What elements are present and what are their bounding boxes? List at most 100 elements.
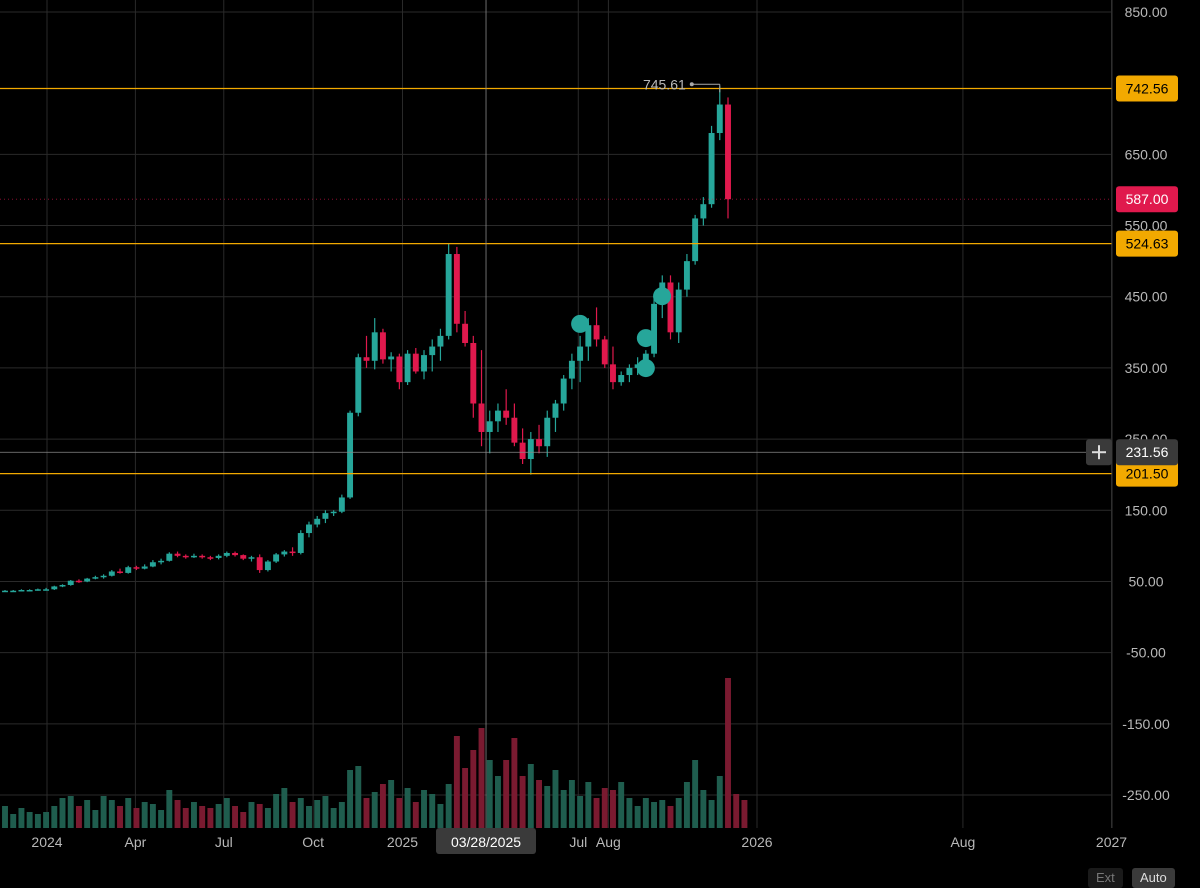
- candle-body: [264, 561, 271, 571]
- candle: [716, 86, 723, 141]
- candle: [149, 560, 156, 568]
- y-tick-label: 550.00: [1125, 218, 1168, 234]
- candle-body: [610, 364, 616, 383]
- volume-bar: [256, 804, 263, 828]
- candle-body: [158, 560, 165, 563]
- current-price-label-text: 587.00: [1126, 191, 1169, 207]
- candle-body: [314, 518, 321, 525]
- volume-bar: [716, 776, 723, 828]
- crosshair-date-text: 03/28/2025: [451, 834, 521, 850]
- candle: [610, 346, 616, 390]
- x-tick-label: Jul: [215, 834, 233, 850]
- volume-bar: [626, 798, 633, 828]
- crosshair-date-label: 03/28/2025: [436, 828, 537, 854]
- candle: [117, 568, 123, 574]
- volume-bar: [478, 728, 485, 828]
- candle-body: [289, 551, 296, 554]
- candle: [141, 564, 148, 570]
- volume-bar: [560, 790, 567, 828]
- volume-bar: [683, 782, 690, 828]
- volume-bar: [207, 808, 214, 828]
- volume-bar: [437, 804, 444, 828]
- candle-body: [642, 353, 649, 365]
- candle-body: [281, 551, 288, 555]
- candle-body: [10, 590, 17, 593]
- volume-bar: [338, 802, 345, 828]
- candle-body: [560, 378, 567, 404]
- candle: [536, 424, 542, 454]
- x-tick-label: Aug: [950, 834, 975, 850]
- crosshair-price-label-text: 231.56: [1126, 444, 1169, 460]
- candle: [100, 574, 107, 579]
- candle-body: [248, 557, 255, 559]
- volume-bar: [51, 806, 58, 828]
- volume-bar: [10, 814, 17, 828]
- volume-bar: [659, 800, 666, 828]
- candle: [281, 550, 288, 557]
- volume-bar: [92, 810, 99, 828]
- candle: [347, 410, 354, 499]
- candle-body: [84, 578, 91, 582]
- add-alert-button[interactable]: [1086, 439, 1112, 466]
- candle: [544, 410, 551, 457]
- candle-body: [133, 567, 140, 569]
- candle-body: [223, 552, 230, 556]
- candle-body: [626, 367, 633, 376]
- candle: [601, 335, 608, 368]
- level-label-text: 524.63: [1126, 236, 1169, 252]
- candle-body: [232, 552, 239, 556]
- x-tick-label: Apr: [124, 834, 146, 850]
- candle-body: [92, 577, 99, 579]
- level-label-text: 201.50: [1126, 466, 1169, 482]
- volume-bar: [700, 790, 707, 828]
- candle: [306, 521, 312, 538]
- candle-body: [338, 497, 345, 512]
- candle-body: [363, 357, 370, 361]
- high-marker-dot: [689, 82, 694, 87]
- candle-body: [601, 339, 608, 365]
- y-tick-label: 850.00: [1125, 4, 1168, 20]
- volume-bar: [577, 796, 584, 828]
- ext-toggle-button[interactable]: Ext: [1088, 868, 1123, 888]
- volume-bar: [585, 782, 592, 828]
- candle: [330, 510, 337, 516]
- volume-bar: [610, 790, 616, 828]
- volume-bar: [379, 784, 386, 828]
- volume-bar: [453, 736, 460, 828]
- candle-body: [536, 439, 542, 447]
- candle: [92, 575, 99, 580]
- candle: [503, 389, 510, 425]
- candle: [215, 554, 222, 560]
- candle-body: [297, 533, 304, 553]
- current-price-label: 587.00: [1116, 186, 1178, 213]
- volume-bar: [421, 790, 427, 828]
- candle: [651, 298, 658, 358]
- y-tick-label: -50.00: [1126, 645, 1166, 661]
- volume-bar: [273, 794, 280, 828]
- candle-body: [585, 325, 592, 347]
- y-tick-label: 650.00: [1125, 146, 1168, 162]
- level-label-box: [1116, 75, 1178, 102]
- volume-bar: [601, 788, 608, 828]
- candle-body: [75, 580, 82, 583]
- candle-body: [519, 442, 526, 460]
- candle: [494, 403, 501, 432]
- candle-body: [117, 571, 123, 573]
- candle-body: [59, 585, 66, 587]
- candle-body: [437, 335, 444, 347]
- volume-bar: [634, 806, 641, 828]
- candle-body: [199, 555, 206, 558]
- candle: [174, 551, 181, 558]
- candle: [34, 588, 41, 591]
- volume-bar: [741, 800, 748, 828]
- volume-bar: [388, 780, 395, 828]
- x-tick-label: 2027: [1096, 834, 1127, 850]
- candle-body: [429, 346, 436, 356]
- signal-dot: [653, 287, 672, 306]
- candle-body: [174, 553, 181, 556]
- candle-body: [330, 511, 337, 514]
- crosshair-date-box: [436, 828, 537, 854]
- x-tick-label: 2024: [31, 834, 62, 850]
- auto-scale-button[interactable]: Auto: [1132, 868, 1175, 888]
